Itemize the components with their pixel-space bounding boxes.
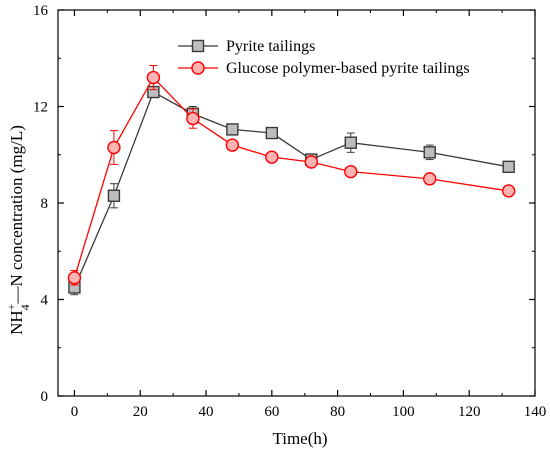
legend: Pyrite tailings Glucose polymer-based pyr… [178, 38, 470, 77]
y-axis-title-subscript: 4 [18, 304, 32, 310]
y-axis-title-base: NH [7, 310, 26, 335]
data-point [265, 150, 279, 164]
series-line [73, 76, 509, 278]
data-point [423, 146, 436, 159]
data-point [186, 111, 200, 126]
data-point [107, 140, 121, 155]
legend-label: Pyrite tailings [226, 38, 315, 55]
x-tick-label: 20 [133, 404, 148, 420]
plot-area [67, 64, 516, 296]
axes: 0 20 40 60 80 100 120 140 0 4 8 12 16 [33, 3, 546, 420]
y-tick-label: 4 [41, 293, 49, 309]
y-tick-label: 16 [33, 3, 49, 19]
data-point [304, 155, 319, 169]
x-tick-label: 40 [199, 404, 214, 420]
data-point [502, 160, 515, 174]
x-tick-label: 0 [71, 404, 79, 420]
data-point [344, 164, 358, 179]
y-axis-title-superscript: + [4, 303, 18, 310]
series-1 [68, 85, 515, 296]
y-axis-title: NH4+—N concentration (mg/L) [4, 125, 32, 335]
data-point [107, 189, 121, 202]
y-tick-label: 8 [41, 196, 49, 212]
x-tick-label: 140 [524, 404, 547, 420]
x-axis-title: Time(h) [272, 429, 327, 448]
data-point [67, 271, 82, 285]
data-point [146, 70, 161, 85]
legend-marker [191, 39, 205, 53]
x-tick-label: 60 [264, 404, 279, 420]
x-tick-label: 80 [330, 404, 345, 420]
data-point [501, 184, 516, 198]
data-point [225, 138, 240, 152]
data-point [226, 123, 239, 136]
y-tick-label: 0 [41, 389, 49, 405]
legend-label: Glucose polymer-based pyrite tailings [226, 60, 470, 77]
legend-marker [191, 61, 205, 75]
data-point [265, 126, 279, 140]
x-tick-label: 120 [458, 404, 481, 420]
data-point [423, 172, 437, 186]
series-2 [67, 64, 516, 286]
series-line [73, 91, 509, 288]
data-point [344, 136, 357, 149]
x-tick-label: 100 [392, 404, 415, 420]
y-axis-title-rest: —N concentration (mg/L) [7, 125, 26, 304]
y-tick-label: 12 [33, 100, 48, 116]
